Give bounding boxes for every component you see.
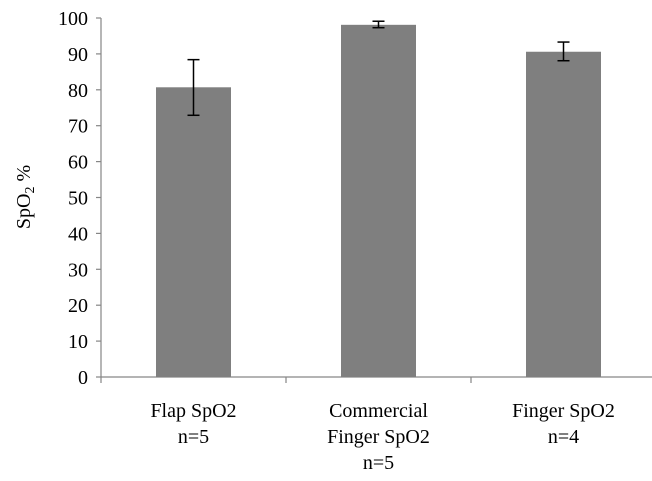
y-tick-label: 70 xyxy=(68,116,88,138)
y-axis: 0 10 20 30 40 50 60 70 80 90 100 xyxy=(58,8,102,389)
x-category-label: n=5 xyxy=(363,452,394,474)
x-category-label: n=5 xyxy=(178,426,209,448)
y-tick-label: 90 xyxy=(68,44,88,66)
y-axis-ticks: 0 10 20 30 40 50 60 70 80 90 100 xyxy=(58,8,101,389)
y-axis-label: SpO2 % xyxy=(13,165,38,229)
y-tick-label: 40 xyxy=(68,223,88,245)
error-bars xyxy=(187,20,570,117)
bar xyxy=(156,87,231,378)
category-labels: Flap SpO2 n=5 Commercial Finger SpO2 n=5 Fing… xyxy=(150,400,614,474)
x-category-label: Finger SpO2 xyxy=(327,426,430,448)
y-tick-label: 0 xyxy=(78,367,88,389)
y-tick-label: 100 xyxy=(58,8,88,30)
y-tick-label: 60 xyxy=(68,152,88,174)
bars xyxy=(156,24,601,378)
y-tick-label: 30 xyxy=(68,259,88,281)
y-tick-label: 80 xyxy=(68,80,88,102)
x-category-label: n=4 xyxy=(548,426,579,448)
bar xyxy=(526,51,601,377)
x-category-label: Commercial xyxy=(329,400,428,422)
x-axis xyxy=(100,376,652,383)
x-axis-ticks xyxy=(100,377,472,383)
error-bar xyxy=(557,41,570,62)
y-tick-label: 50 xyxy=(68,188,88,210)
bar xyxy=(341,24,416,378)
y-tick-label: 10 xyxy=(68,331,88,353)
x-category-label: Finger SpO2 xyxy=(512,400,615,422)
error-bar xyxy=(187,58,200,117)
y-tick-label: 20 xyxy=(68,295,88,317)
x-category-label: Flap SpO2 xyxy=(150,400,236,422)
error-bar xyxy=(372,20,385,29)
